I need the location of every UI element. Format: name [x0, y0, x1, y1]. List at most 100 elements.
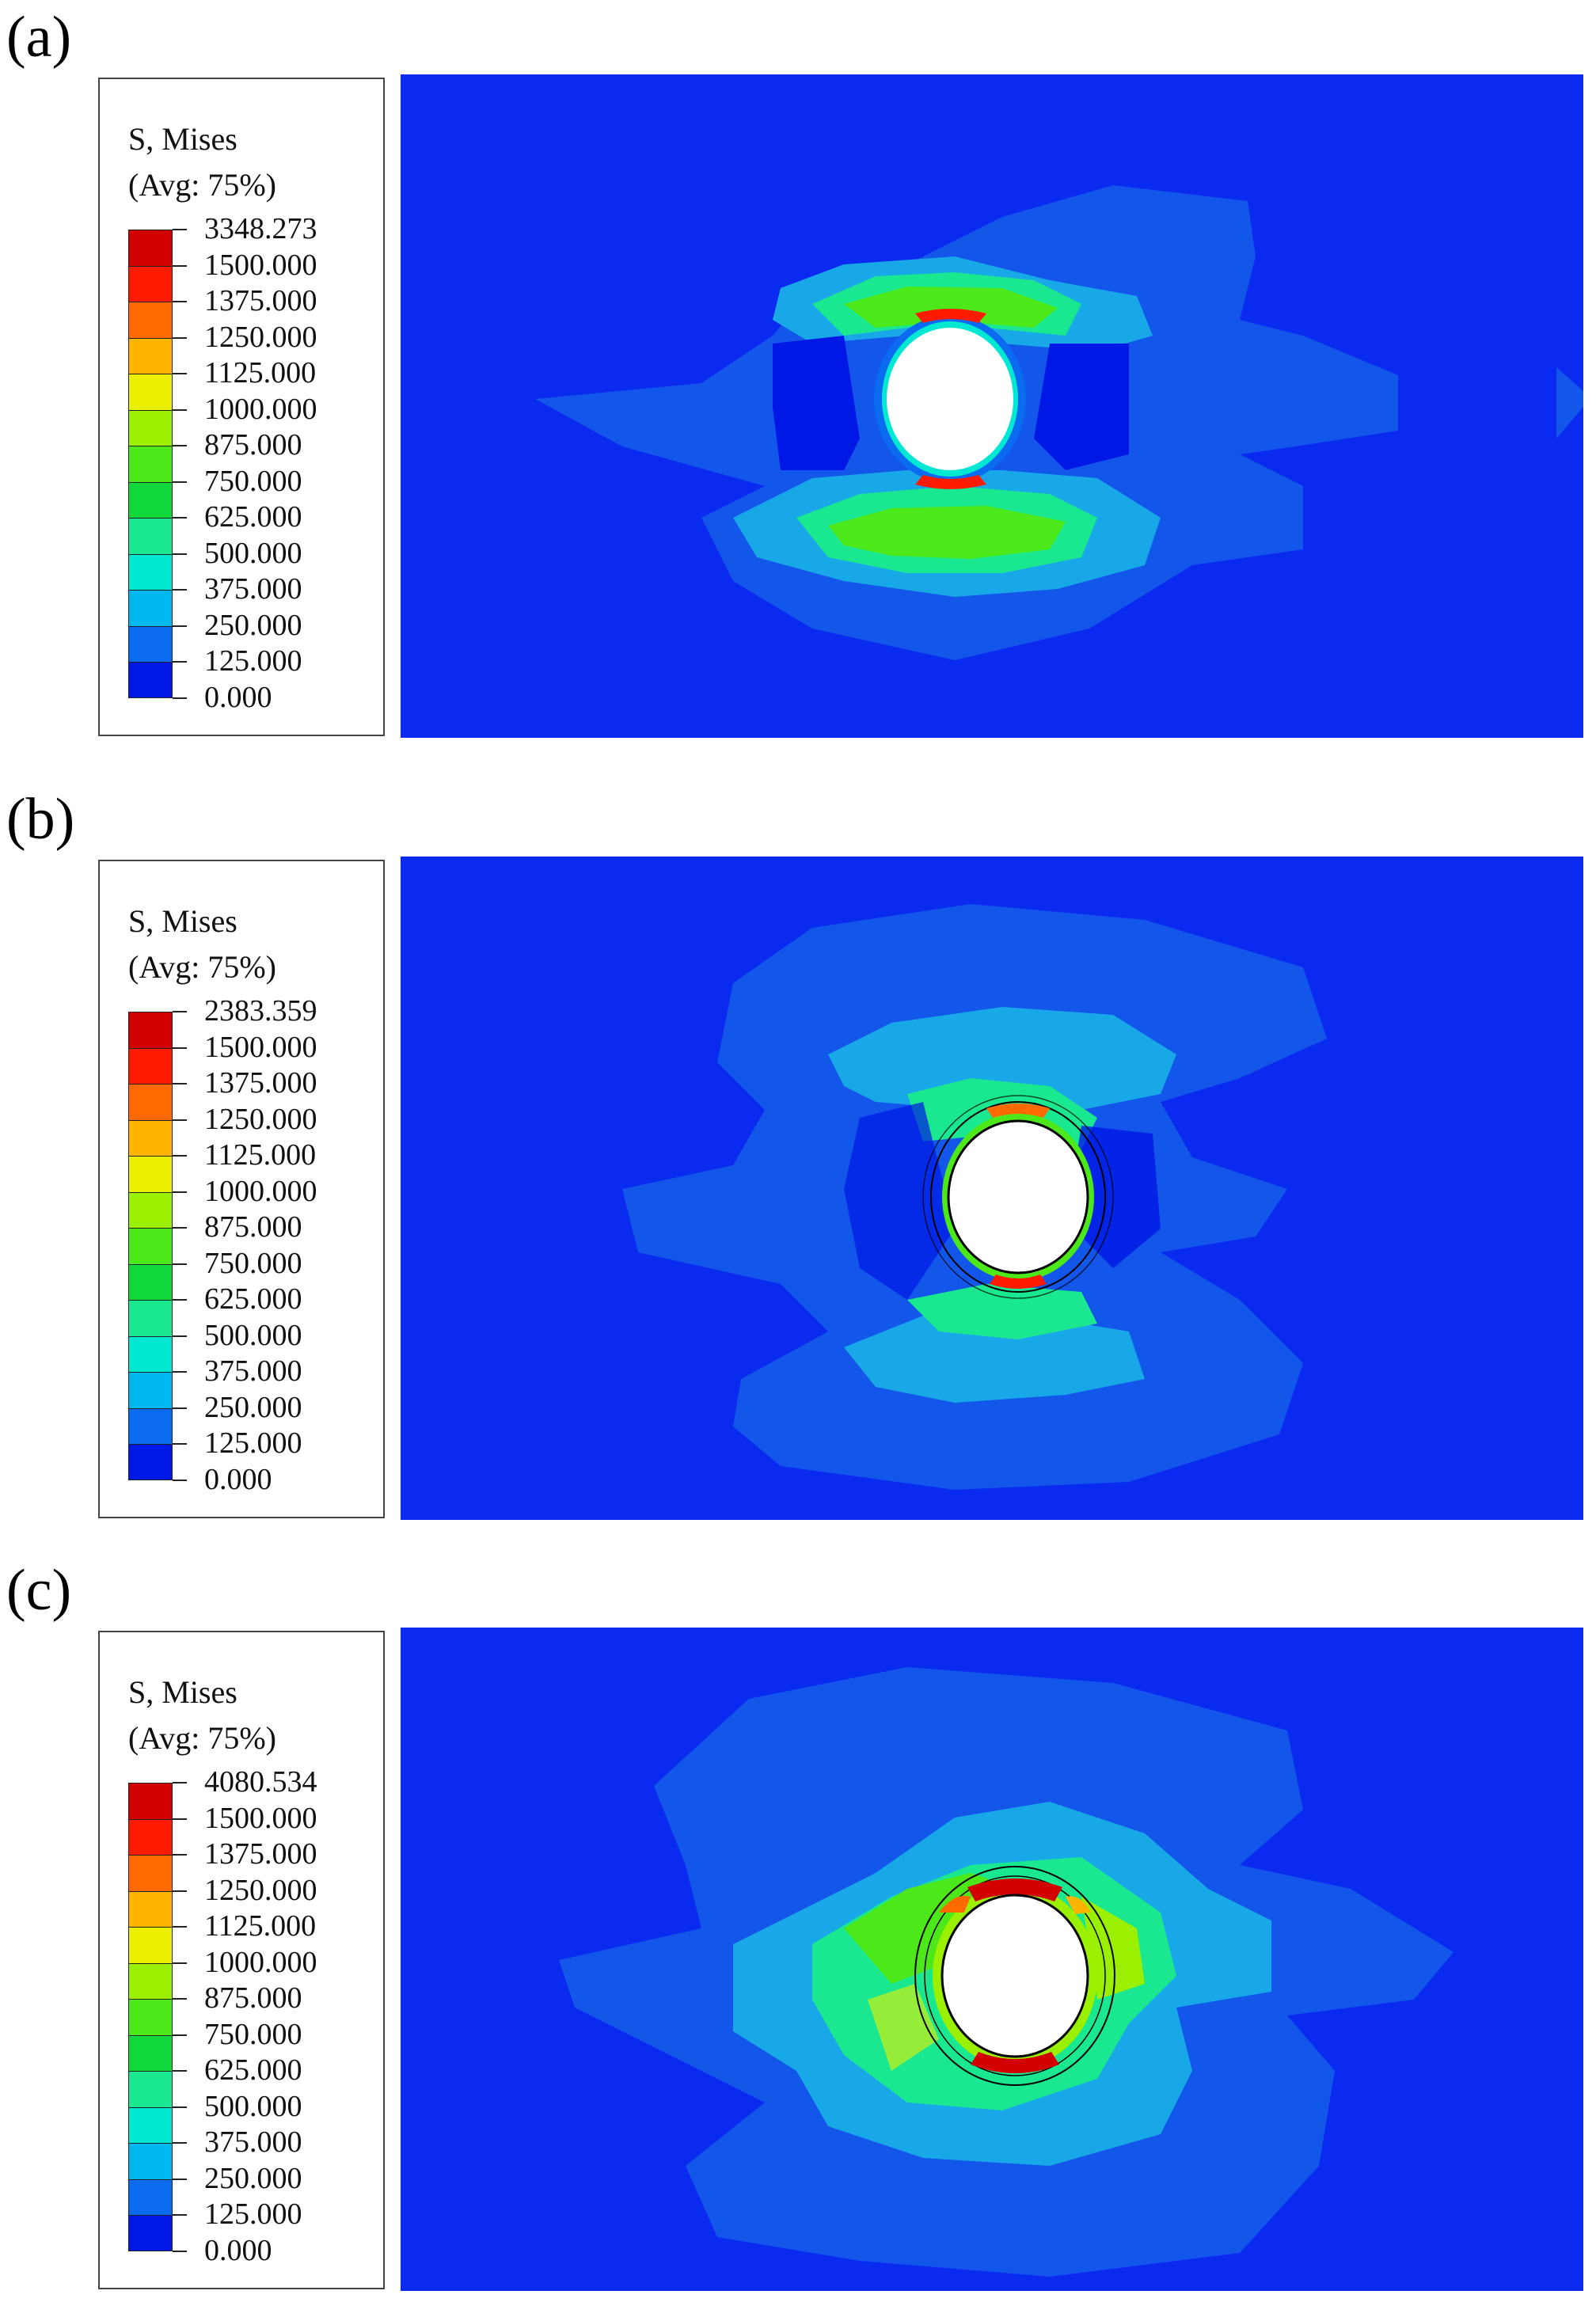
color-swatch — [128, 1335, 173, 1373]
color-swatch — [128, 265, 173, 302]
color-swatch — [128, 1890, 173, 1928]
scale-tick-label: 1000.000 — [204, 1174, 317, 1208]
legend-subtitle: (Avg: 75%) — [128, 949, 276, 985]
scale-tick-label: 1125.000 — [204, 1138, 317, 1172]
scale-tick-label: 250.000 — [204, 2161, 302, 2195]
scale-tick — [173, 336, 187, 339]
scale-tick — [173, 1480, 187, 1481]
legend: S, Mises (Avg: 75%) 4080.534 1500.000 1375… — [98, 1631, 385, 2289]
color-swatch — [128, 1263, 173, 1301]
scale-tick — [173, 408, 187, 411]
scale-tick-label: 875.000 — [204, 1210, 302, 1244]
color-scale-bar — [128, 1012, 173, 1480]
scale-tick-label: 0.000 — [204, 1463, 272, 1496]
scale-tick — [173, 1998, 187, 2000]
color-swatch — [128, 2215, 173, 2251]
scale-tick — [173, 517, 187, 519]
scale-tick — [173, 2034, 187, 2036]
legend-title: S, Mises — [128, 903, 238, 939]
color-bar-frame — [128, 1012, 173, 1480]
scale-tick — [173, 229, 187, 230]
scale-tick — [173, 1191, 187, 1193]
stress-contour-plot — [401, 74, 1583, 738]
color-swatch — [128, 1047, 173, 1085]
scale-tick — [173, 589, 187, 591]
scale-tick-label: 2383.359 — [204, 994, 317, 1028]
scale-tick-label: 625.000 — [204, 500, 302, 534]
color-scale-bar — [128, 230, 173, 698]
scale-tick-label: 1125.000 — [204, 356, 317, 390]
scale-tick — [173, 481, 187, 483]
color-swatch — [128, 553, 173, 591]
scale-tick-label: 3348.273 — [204, 212, 317, 245]
scale-tick — [173, 1227, 187, 1229]
scale-tick — [173, 1407, 187, 1409]
color-swatch — [128, 662, 173, 698]
scale-tick — [173, 264, 187, 267]
scale-tick-label: 4080.534 — [204, 1765, 317, 1799]
scale-tick-label: 500.000 — [204, 536, 302, 570]
scale-tick — [173, 1371, 187, 1373]
scale-tick — [173, 1443, 187, 1445]
legend-title: S, Mises — [128, 121, 238, 157]
color-swatch — [128, 1855, 173, 1891]
color-swatch — [128, 1444, 173, 1480]
scale-tick-label: 1000.000 — [204, 392, 317, 426]
scale-tick-label: 1500.000 — [204, 1030, 317, 1064]
color-swatch — [128, 2106, 173, 2144]
color-swatch — [128, 1119, 173, 1157]
scale-tick-label: 0.000 — [204, 681, 272, 714]
scale-tick — [173, 2214, 187, 2217]
panel-c: (c) S, Mises (Avg: 75%) 4080.534 1500.000… — [0, 1553, 1596, 2321]
scale-tick — [173, 553, 187, 555]
color-swatch — [128, 1818, 173, 1856]
scale-tick — [173, 2178, 187, 2180]
scale-tick — [173, 445, 187, 447]
scale-tick — [173, 1299, 187, 1301]
scale-tick-label: 1500.000 — [204, 1801, 317, 1835]
color-swatch — [128, 1300, 173, 1336]
legend-title: S, Mises — [128, 1674, 238, 1710]
scale-tick — [173, 2251, 187, 2252]
color-swatch — [128, 590, 173, 626]
scale-tick — [173, 1782, 187, 1783]
scale-tick-label: 375.000 — [204, 572, 302, 606]
scale-tick-label: 625.000 — [204, 2053, 302, 2087]
color-swatch — [128, 1962, 173, 2000]
scale-tick-label: 1125.000 — [204, 1909, 317, 1943]
scale-tick-label: 375.000 — [204, 2125, 302, 2160]
scale-tick-label: 750.000 — [204, 2017, 302, 2051]
scale-tick — [173, 1263, 187, 1265]
color-swatch — [128, 518, 173, 554]
scale-tick-label: 125.000 — [204, 1426, 302, 1461]
scale-tick-label: 750.000 — [204, 1246, 302, 1280]
color-swatch — [128, 446, 173, 482]
scale-tick — [173, 2106, 187, 2108]
color-bar-frame — [128, 1783, 173, 2251]
color-swatch — [128, 1999, 173, 2035]
color-swatch — [128, 1372, 173, 1408]
color-swatch — [128, 2179, 173, 2216]
color-swatch — [128, 1407, 173, 1445]
scale-tick — [173, 2142, 187, 2144]
legend-subtitle: (Avg: 75%) — [128, 167, 276, 203]
scale-tick — [173, 373, 187, 375]
color-swatch — [128, 481, 173, 519]
scale-tick — [173, 697, 187, 699]
color-swatch — [128, 2143, 173, 2179]
scale-tick — [173, 1011, 187, 1012]
color-scale-bar — [128, 1783, 173, 2251]
panel-b: (b) S, Mises (Avg: 75%) 2383.359 1500.000… — [0, 782, 1596, 1550]
legend-subtitle: (Avg: 75%) — [128, 1720, 276, 1756]
scale-tick-label: 1375.000 — [204, 1066, 317, 1100]
scale-tick — [173, 301, 187, 303]
color-swatch — [128, 302, 173, 338]
scale-tick-label: 1375.000 — [204, 1837, 317, 1871]
color-swatch — [128, 1191, 173, 1229]
stress-contour-plot — [401, 1628, 1583, 2291]
scale-tick-label: 250.000 — [204, 608, 302, 642]
legend: S, Mises (Avg: 75%) 3348.273 1500.000 1375… — [98, 78, 385, 736]
scale-tick — [173, 1083, 187, 1085]
color-swatch — [128, 337, 173, 374]
scale-tick-label: 1000.000 — [204, 1945, 317, 1979]
